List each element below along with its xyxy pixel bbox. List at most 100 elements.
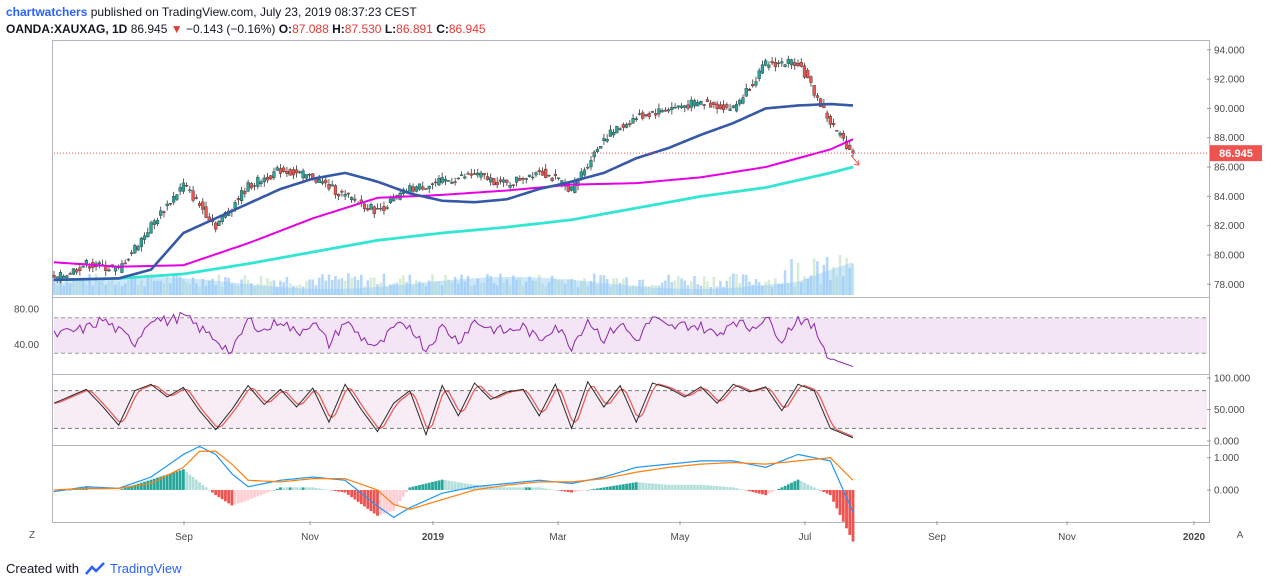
candle-body xyxy=(320,181,325,184)
candle-body xyxy=(764,60,768,66)
macd-histogram-bar xyxy=(547,488,551,490)
macd-histogram-bar xyxy=(194,479,198,490)
volume-bar xyxy=(673,280,677,295)
macd-histogram-bar xyxy=(269,489,273,492)
macd-histogram-bar xyxy=(508,487,512,490)
volume-bar xyxy=(812,258,816,295)
author-name[interactable]: chartwatchers xyxy=(6,5,88,19)
macd-pane[interactable] xyxy=(52,445,1210,523)
volume-bar xyxy=(524,281,528,295)
macd-histogram-bar xyxy=(706,485,709,490)
candle-body xyxy=(531,176,535,179)
candle-body xyxy=(159,210,163,216)
stochastic-k-line xyxy=(53,380,854,439)
macd-histogram-bar xyxy=(680,484,683,490)
volume-bar xyxy=(165,276,169,295)
candle-body xyxy=(702,104,706,106)
volume-bar xyxy=(457,283,460,295)
macd-histogram-bar xyxy=(683,484,687,490)
candle-body xyxy=(696,102,700,107)
volume-bar xyxy=(314,285,318,295)
macd-histogram-bar xyxy=(343,489,347,493)
candle-body xyxy=(786,58,790,64)
macd-histogram-bar xyxy=(731,487,735,490)
volume-bar xyxy=(55,285,59,295)
volume-bar xyxy=(631,285,635,295)
macd-histogram-bar xyxy=(618,484,622,490)
candle-body xyxy=(265,176,270,181)
macd-histogram-bar xyxy=(702,485,706,490)
candle-body xyxy=(204,206,208,218)
volume-bar xyxy=(94,273,98,295)
candle-body xyxy=(644,114,648,116)
candle-body xyxy=(731,105,735,108)
mid-moving-average-line xyxy=(53,138,854,268)
candle-body xyxy=(848,144,852,150)
macd-histogram-bar xyxy=(301,487,305,490)
macd-histogram-bar xyxy=(120,488,124,490)
macd-histogram-bar xyxy=(654,483,658,490)
candle-body xyxy=(71,268,76,275)
candle-body xyxy=(269,175,273,180)
volume-bar xyxy=(754,278,758,295)
macd-histogram-bar xyxy=(777,488,780,490)
volume-bar xyxy=(65,278,69,295)
volume-bar xyxy=(233,284,237,295)
open-label: O: xyxy=(278,22,293,36)
candle-body xyxy=(770,61,774,64)
macd-histogram-bar xyxy=(104,488,108,490)
candle-body xyxy=(282,167,286,172)
candle-body xyxy=(372,206,376,215)
candle-body xyxy=(168,203,173,205)
candle-body xyxy=(469,173,473,176)
candle-body xyxy=(298,171,302,173)
candle-body xyxy=(81,266,85,268)
volume-bar xyxy=(347,273,350,295)
volume-bar xyxy=(140,280,143,295)
volume-bar xyxy=(492,283,496,295)
macd-histogram-bar xyxy=(479,485,483,490)
candle-body xyxy=(142,235,147,240)
candle-body xyxy=(819,98,823,107)
macd-histogram-bar xyxy=(712,485,716,490)
macd-histogram-bar xyxy=(641,482,645,490)
macd-histogram-bar xyxy=(259,489,263,496)
candle-body xyxy=(722,104,726,111)
macd-histogram-bar xyxy=(149,479,153,490)
volume-bar xyxy=(327,274,331,295)
macd-histogram-bar xyxy=(330,489,334,491)
candle-body xyxy=(333,185,338,195)
price-change: −0.143 (−0.16%) xyxy=(185,22,276,36)
candle-body xyxy=(502,179,506,183)
volume-bar xyxy=(159,280,163,295)
macd-histogram-bar xyxy=(94,488,98,490)
macd-histogram-bar xyxy=(589,489,593,490)
tradingview-brand[interactable]: TradingView xyxy=(109,561,182,576)
candle-body xyxy=(715,103,719,110)
macd-histogram-bar xyxy=(602,487,606,490)
macd-histogram-bar xyxy=(114,489,117,491)
macd-histogram-bar xyxy=(146,480,150,490)
volume-bar xyxy=(376,284,379,295)
macd-histogram-bar xyxy=(366,489,370,509)
candle-body xyxy=(453,181,457,183)
candle-body xyxy=(514,176,519,183)
macd-histogram-bar xyxy=(162,475,166,490)
volume-bar xyxy=(411,285,415,295)
zoom-button[interactable]: Z xyxy=(28,530,36,541)
volume-bar xyxy=(838,255,842,295)
macd-histogram-bar xyxy=(191,477,195,490)
macd-histogram-bar xyxy=(599,487,603,490)
macd-histogram-bar xyxy=(764,489,768,496)
macd-histogram-bar xyxy=(638,482,641,490)
volume-bar xyxy=(301,286,305,295)
volume-bar xyxy=(563,283,567,295)
auto-scale-button[interactable]: A xyxy=(1236,530,1244,541)
volume-bar xyxy=(486,274,489,295)
candle-body xyxy=(324,179,328,184)
volume-bar xyxy=(819,284,822,295)
macd-histogram-bar xyxy=(437,480,441,490)
volume-bar xyxy=(699,285,703,295)
volume-bar xyxy=(482,282,486,295)
